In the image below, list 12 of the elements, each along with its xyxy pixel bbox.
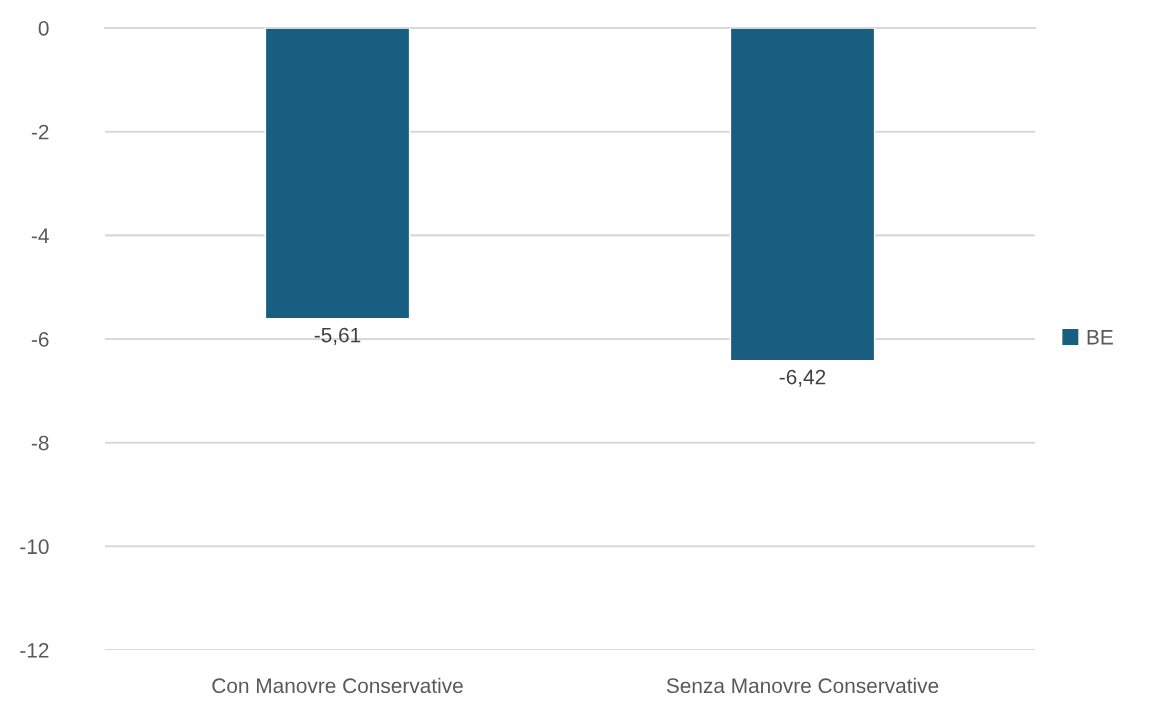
y-tick-label: -6 — [31, 332, 49, 347]
legend-label: BE — [1087, 330, 1113, 345]
x-tick-label: Con Manovre Conservative — [212, 677, 463, 694]
data-label: -5,61 — [314, 327, 361, 345]
y-tick-label: -8 — [31, 435, 49, 451]
x-tick-label: Senza Manovre Conservative — [666, 677, 939, 694]
y-tick-label: -12 — [20, 643, 49, 658]
y-tick-label: -10 — [20, 539, 49, 555]
y-tick-label: 0 — [38, 21, 49, 36]
y-tick-label: -2 — [31, 124, 49, 140]
data-label: -6,42 — [779, 369, 826, 387]
y-tick-label: -4 — [31, 228, 49, 243]
